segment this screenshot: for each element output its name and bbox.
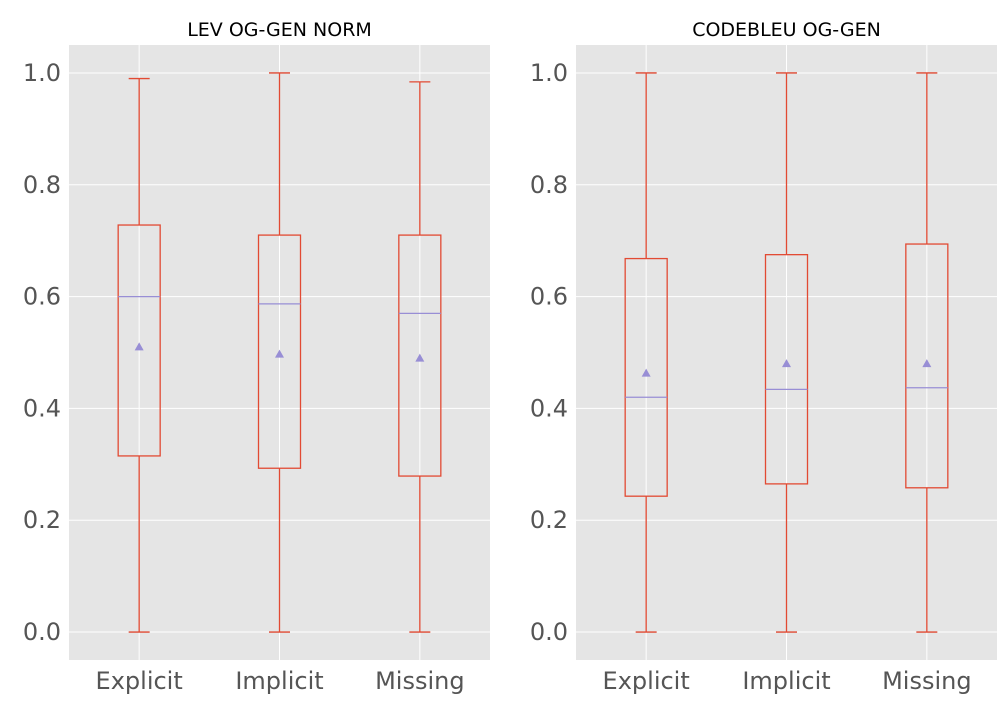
x-tick-label: Implicit	[742, 667, 830, 695]
box-missing	[905, 72, 949, 633]
mean-marker	[922, 359, 932, 368]
box-explicit	[117, 77, 161, 633]
y-tick-label: 0.4	[530, 394, 568, 422]
box-implicit	[764, 72, 809, 633]
box-implicit	[257, 72, 302, 633]
x-tick-label: Missing	[882, 667, 972, 695]
y-tick-label: 0.2	[530, 506, 568, 534]
y-tick-label: 0.8	[23, 171, 61, 199]
box-missing	[398, 81, 442, 633]
mean-marker	[415, 353, 425, 362]
iqr-box	[905, 243, 949, 489]
y-tick-label: 0.6	[530, 283, 568, 311]
iqr-box	[624, 257, 668, 497]
mean-marker	[134, 342, 144, 351]
x-tick-label: Explicit	[603, 667, 690, 695]
mean-marker	[275, 349, 284, 358]
panel-codebleu-og-gen: 0.0 0.2 0.4 0.6 0.8 1.0 Explicit Implicit Missi…	[530, 19, 997, 695]
x-tick-label: Implicit	[235, 667, 323, 695]
mean-marker	[641, 368, 651, 377]
y-tick-label: 1.0	[530, 59, 568, 87]
y-tick-label: 0.4	[23, 394, 61, 422]
y-tick-label: 0.0	[530, 618, 568, 646]
mean-marker	[782, 359, 791, 368]
iqr-box	[257, 234, 302, 469]
y-tick-label: 1.0	[23, 59, 61, 87]
iqr-box	[398, 234, 442, 477]
y-tick-label: 0.0	[23, 618, 61, 646]
y-tick-label: 0.6	[23, 283, 61, 311]
iqr-box	[764, 254, 809, 485]
box-explicit	[624, 72, 668, 633]
iqr-box	[117, 224, 161, 457]
chart-title: LEV OG-GEN NORM	[187, 19, 372, 41]
y-tick-label: 0.8	[530, 171, 568, 199]
x-tick-label: Explicit	[96, 667, 183, 695]
y-tick-label: 0.2	[23, 506, 61, 534]
panel-lev-og-gen-norm: 0.0 0.2 0.4 0.6 0.8 1.0 Explicit Implicit Missi…	[23, 19, 490, 695]
x-tick-label: Missing	[375, 667, 465, 695]
chart-title: CODEBLEU OG-GEN	[692, 19, 881, 41]
